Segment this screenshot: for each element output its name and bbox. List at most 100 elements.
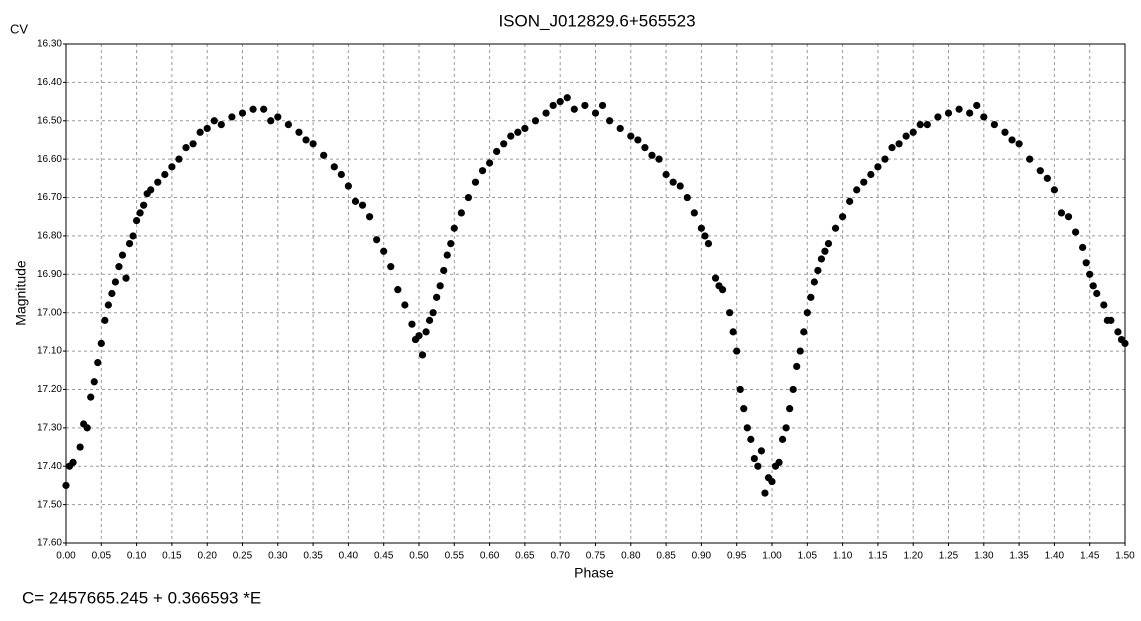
data-point: [249, 105, 257, 113]
chart-title: ISON_J012829.6+565523: [498, 11, 695, 30]
y-tick-label: 17.00: [37, 307, 62, 318]
x-tick-label: 0.65: [515, 551, 535, 562]
data-point: [775, 458, 783, 466]
data-point: [923, 121, 931, 129]
data-point: [358, 201, 367, 209]
data-point: [62, 481, 70, 490]
x-axis-label: Phase: [574, 565, 614, 581]
data-point: [478, 167, 487, 175]
y-tick-label: 16.90: [37, 269, 62, 280]
data-point: [761, 489, 769, 497]
data-point: [196, 128, 204, 136]
data-point: [1071, 228, 1080, 236]
data-point: [387, 263, 395, 271]
data-point: [980, 113, 988, 121]
data-point: [810, 278, 818, 286]
data-point: [966, 109, 974, 117]
data-point: [108, 289, 116, 298]
data-point: [447, 240, 455, 248]
data-point: [909, 128, 917, 136]
data-point: [888, 144, 896, 152]
data-point: [394, 286, 402, 294]
data-point: [874, 163, 882, 171]
data-point: [591, 109, 600, 117]
data-point: [531, 117, 540, 125]
data-point: [570, 105, 578, 113]
data-point: [493, 147, 501, 156]
data-point: [718, 286, 727, 294]
data-point: [302, 136, 310, 144]
data-point: [831, 224, 840, 232]
data-point: [154, 178, 162, 186]
y-tick-label: 17.20: [37, 384, 62, 395]
x-tick-label: 1.05: [798, 551, 818, 562]
data-point: [817, 255, 826, 263]
data-point: [418, 351, 427, 359]
data-point: [563, 94, 571, 102]
x-tick-label: 0.50: [409, 551, 429, 562]
data-point: [76, 443, 84, 451]
data-point: [973, 101, 981, 110]
data-point: [1015, 140, 1023, 148]
x-tick-label: 1.10: [833, 551, 853, 562]
data-point: [486, 159, 494, 167]
data-point: [122, 274, 130, 282]
data-point: [1100, 301, 1108, 309]
x-tick-label: 1.15: [868, 551, 888, 562]
data-point: [83, 424, 91, 432]
data-point: [786, 405, 794, 413]
data-point: [1114, 328, 1122, 336]
data-point: [821, 247, 829, 255]
x-tick-label: 0.30: [268, 551, 288, 562]
data-point: [616, 124, 624, 133]
data-point: [373, 236, 381, 244]
data-point: [853, 186, 861, 194]
data-point: [436, 282, 444, 290]
data-point: [175, 155, 183, 163]
y-tick-label: 17.30: [37, 422, 62, 433]
data-point: [440, 266, 448, 275]
data-point: [115, 263, 123, 271]
data-point: [1001, 128, 1009, 136]
x-tick-label: 0.40: [339, 551, 359, 562]
data-point: [768, 477, 776, 486]
data-point: [895, 140, 903, 148]
x-tick-label: 1.40: [1045, 551, 1065, 562]
data-point: [1107, 316, 1115, 324]
data-point: [648, 151, 656, 159]
data-point: [627, 132, 635, 140]
data-point: [129, 232, 137, 240]
data-point: [210, 117, 218, 125]
data-point: [581, 101, 589, 110]
data-point: [676, 182, 684, 190]
data-point: [860, 178, 868, 186]
data-point: [433, 293, 441, 301]
x-tick-label: 0.75: [586, 551, 606, 562]
x-tick-label: 0.95: [727, 551, 747, 562]
data-point: [1064, 213, 1073, 221]
data-point: [443, 251, 451, 259]
x-tick-label: 0.35: [303, 551, 323, 562]
x-tick-label: 0.20: [197, 551, 217, 562]
data-point: [111, 278, 120, 286]
data-point: [97, 339, 105, 347]
data-point: [507, 132, 515, 140]
data-point: [1043, 174, 1051, 182]
x-tick-label: 0.10: [127, 551, 147, 562]
data-point: [747, 435, 755, 443]
data-point: [542, 109, 550, 117]
x-tick-label: 0.15: [162, 551, 182, 562]
data-point: [1121, 339, 1129, 347]
y-tick-label: 16.40: [37, 77, 62, 88]
data-point: [514, 128, 522, 136]
data-point: [228, 113, 236, 121]
data-point: [337, 170, 345, 179]
data-point: [690, 209, 698, 217]
data-point: [867, 170, 875, 179]
data-point: [955, 105, 963, 113]
x-tick-label: 1.20: [903, 551, 923, 562]
data-point: [284, 121, 292, 129]
data-point: [274, 113, 282, 121]
data-point: [846, 197, 854, 205]
